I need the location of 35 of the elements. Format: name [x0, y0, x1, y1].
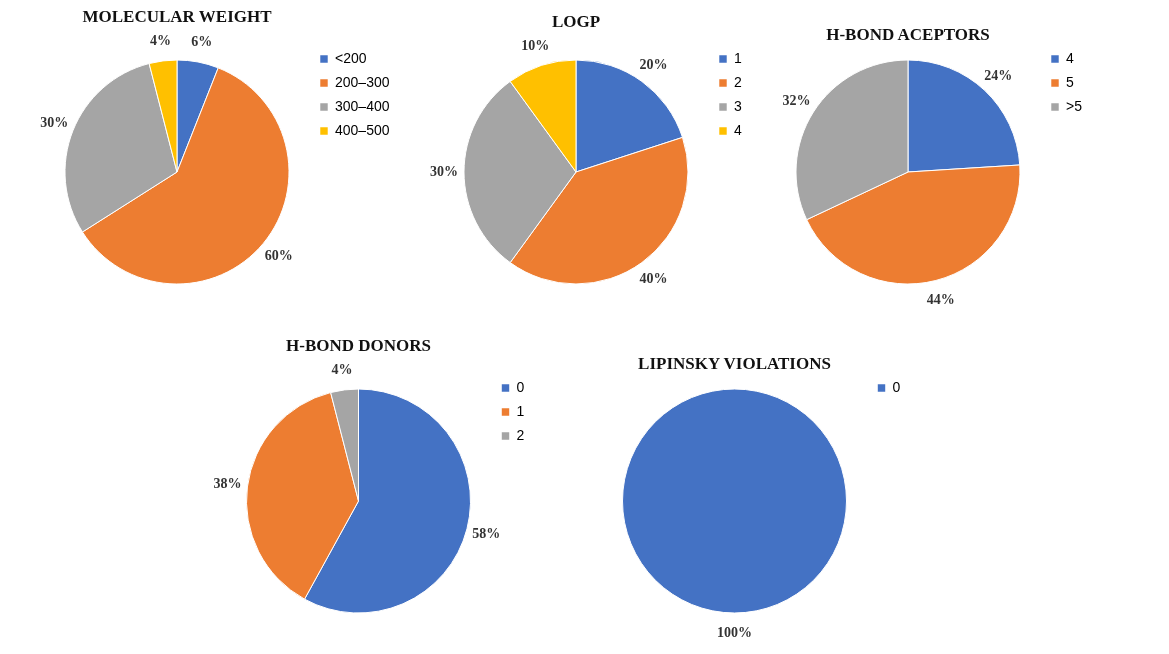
legend-label: 1 [516, 403, 525, 419]
data-label: 4% [331, 362, 353, 378]
legend-label: <200 [335, 50, 367, 66]
data-label: 58% [472, 525, 501, 541]
data-label: 32% [782, 93, 811, 109]
data-label: 20% [639, 57, 668, 73]
data-label: 6% [191, 34, 213, 50]
legend-label: 4 [734, 122, 742, 138]
legend-label: 400–500 [335, 122, 390, 138]
data-label: 100% [717, 625, 752, 640]
chart-title: H-BOND DONORS [286, 336, 431, 356]
data-label: 4% [149, 33, 171, 49]
chart-title: LIPINSKY VIOLATIONS [638, 354, 831, 373]
legend-label: 2 [516, 427, 525, 443]
legend-label: 5 [1066, 74, 1074, 90]
data-label: 10% [521, 38, 550, 54]
legend-label: 200–300 [335, 74, 390, 90]
data-label: 30% [430, 164, 458, 179]
legend-label: >5 [1066, 98, 1083, 114]
data-label: 24% [984, 67, 1013, 83]
chart-title: MOLECULAR WEIGHT [82, 7, 273, 27]
legend-label: 300–400 [335, 98, 390, 114]
chart-title: H-BOND ACEPTORS [826, 25, 990, 44]
legend-label: 0 [892, 379, 901, 395]
legend-label: 3 [734, 98, 742, 114]
data-label: 44% [926, 291, 955, 307]
data-label: 30% [40, 115, 69, 131]
legend-label: 2 [734, 74, 742, 90]
data-label: 40% [639, 270, 668, 286]
legend-label: 0 [516, 379, 525, 395]
chart-title: LOGP [551, 12, 601, 32]
legend-label: 1 [734, 50, 742, 66]
data-label: 38% [213, 476, 242, 492]
data-label: 60% [264, 248, 293, 264]
legend-label: 4 [1066, 50, 1074, 66]
